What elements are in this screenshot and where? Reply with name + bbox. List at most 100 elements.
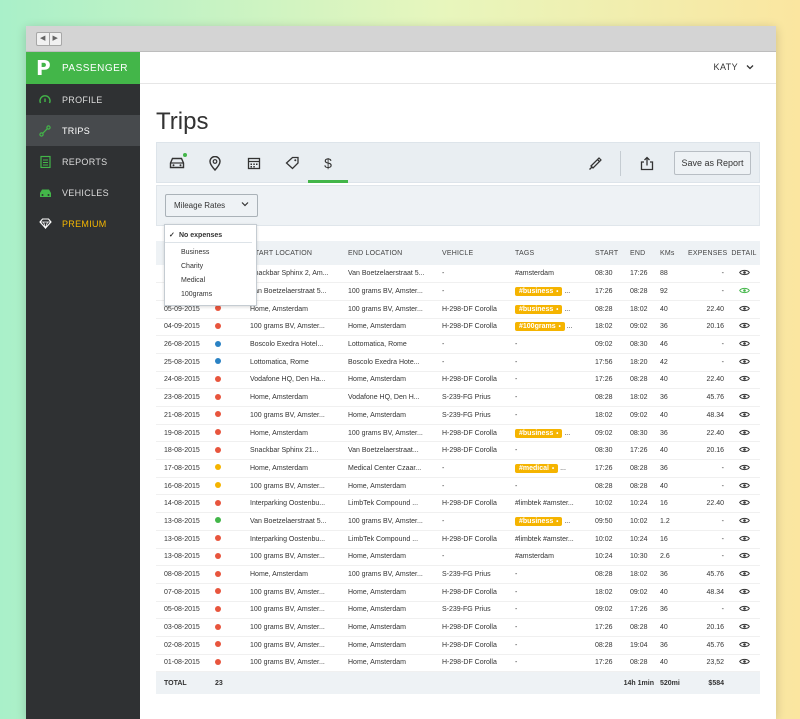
- eye-icon[interactable]: [738, 535, 750, 542]
- table-row[interactable]: 19-08-2015 Home, Amsterdam 100 grams BV, A…: [156, 424, 760, 443]
- eye-icon[interactable]: [738, 552, 750, 559]
- col-kms[interactable]: KMs: [660, 241, 688, 265]
- trip-start-time: 08:28: [595, 636, 630, 655]
- table-row[interactable]: 16-08-2015 100 grams BV, Amster... Home, A…: [156, 477, 760, 496]
- table-row[interactable]: 03-08-2015 100 grams BV, Amster... Home, A…: [156, 618, 760, 637]
- more-tags[interactable]: ...: [564, 305, 571, 313]
- mileage-rate-select[interactable]: Mileage Rates: [165, 194, 258, 217]
- table-row[interactable]: 24-08-2015 Vodafone HQ, Den Ha... Home, Am…: [156, 371, 760, 390]
- eye-icon[interactable]: [738, 446, 750, 453]
- col-vehicle[interactable]: VEHICLE: [442, 241, 515, 265]
- brand-bar[interactable]: P PASSENGER: [26, 52, 140, 84]
- table-row[interactable]: 13-08-2015 Interparking Oostenbu... LimbTe…: [156, 530, 760, 549]
- eye-icon[interactable]: [738, 623, 750, 630]
- trip-tag[interactable]: #business: [515, 287, 563, 297]
- table-row[interactable]: 02-08-2015 100 grams BV, Amster... Home, A…: [156, 636, 760, 655]
- sidebar-item-label: VEHICLES: [62, 187, 109, 198]
- table-row[interactable]: 21-08-2015 100 grams BV, Amster... Home, A…: [156, 406, 760, 425]
- more-tags[interactable]: ...: [564, 517, 571, 525]
- table-row[interactable]: 25-08-2015 Lottomatica, Rome Boscolo Exedr…: [156, 353, 760, 372]
- more-tags[interactable]: ...: [566, 323, 573, 331]
- trip-tag: -: [515, 394, 518, 402]
- eye-icon[interactable]: [738, 641, 750, 648]
- eye-icon[interactable]: [738, 517, 750, 524]
- trip-tag[interactable]: #business: [515, 304, 563, 314]
- user-menu[interactable]: KATY: [714, 62, 754, 72]
- trip-kms: 40: [660, 441, 688, 461]
- sidebar-item-trips[interactable]: TRIPS: [26, 115, 140, 146]
- dropdown-option-no-expenses[interactable]: ✓ No expenses: [165, 229, 252, 243]
- trip-end-time: 10:24: [630, 530, 660, 549]
- eye-icon[interactable]: [738, 570, 750, 577]
- save-as-report-button[interactable]: Save as Report: [674, 151, 751, 175]
- trip-tag[interactable]: #business: [515, 428, 563, 438]
- eye-icon[interactable]: [738, 287, 750, 294]
- eye-icon[interactable]: [738, 499, 750, 506]
- trip-tag: #limbtek #amster...: [515, 500, 574, 508]
- col-start-location[interactable]: START LOCATION: [250, 241, 348, 265]
- trip-tag[interactable]: #medical: [515, 463, 559, 473]
- export-button[interactable]: [627, 143, 667, 183]
- vehicle-filter-tab[interactable]: [157, 143, 197, 183]
- col-expenses[interactable]: EXPENSES: [688, 241, 728, 265]
- eye-icon[interactable]: [738, 340, 750, 347]
- expense-filter-tab[interactable]: $: [308, 143, 348, 183]
- eye-icon[interactable]: [738, 393, 750, 400]
- dropdown-option-charity[interactable]: Charity: [181, 263, 204, 270]
- sidebar-item-reports[interactable]: REPORTS: [26, 146, 140, 177]
- trip-expenses: 22.40: [688, 300, 728, 319]
- eye-icon[interactable]: [738, 482, 750, 489]
- table-row[interactable]: 23-08-2015 Home, Amsterdam Vodafone HQ, De…: [156, 388, 760, 407]
- table-row[interactable]: 26-08-2015 Boscolo Exedra Hotel... Lottoma…: [156, 335, 760, 354]
- table-row[interactable]: 17-08-2015 Home, Amsterdam Medical Center …: [156, 459, 760, 478]
- trip-expenses: -: [688, 548, 728, 567]
- eye-icon[interactable]: [738, 464, 750, 471]
- eye-icon[interactable]: [738, 322, 750, 329]
- col-tags[interactable]: TAGS: [515, 241, 595, 265]
- eye-icon[interactable]: [738, 658, 750, 665]
- sidebar-item-vehicles[interactable]: VEHICLES: [26, 177, 140, 208]
- eye-icon[interactable]: [738, 269, 750, 276]
- sidebar-item-profile[interactable]: PROFILE: [26, 84, 140, 115]
- dropdown-option-medical[interactable]: Medical: [181, 277, 206, 284]
- eye-icon[interactable]: [738, 305, 750, 312]
- eye-icon[interactable]: [738, 375, 750, 382]
- table-row[interactable]: 08-08-2015 Home, Amsterdam 100 grams BV, A…: [156, 565, 760, 584]
- trip-start-time: 18:02: [595, 583, 630, 602]
- eye-icon[interactable]: [738, 429, 750, 436]
- eye-icon[interactable]: [738, 605, 750, 612]
- dropdown-option-business[interactable]: Business: [181, 249, 210, 256]
- trip-tag: -: [515, 571, 518, 579]
- more-tags[interactable]: ...: [564, 288, 571, 296]
- table-row[interactable]: 01-08-2015 100 grams BV, Amster... Home, A…: [156, 654, 760, 673]
- table-row[interactable]: 05-08-2015 100 grams BV, Amster... Home, A…: [156, 601, 760, 620]
- col-start[interactable]: START: [595, 241, 630, 265]
- eye-icon[interactable]: [738, 588, 750, 595]
- eye-icon[interactable]: [738, 358, 750, 365]
- trip-tag[interactable]: #business: [515, 516, 563, 526]
- back-button[interactable]: ◀: [37, 33, 50, 45]
- table-row[interactable]: 05-09-2015 Home, Amsterdam 100 grams BV, A…: [156, 300, 760, 319]
- more-tags[interactable]: ...: [560, 464, 566, 472]
- col-end[interactable]: END: [630, 241, 660, 265]
- table-row[interactable]: 18-08-2015 Snackbar Sphinx 21... Van Boetz…: [156, 441, 760, 461]
- trip-tags: #business...: [515, 424, 595, 443]
- eye-icon[interactable]: [738, 411, 750, 418]
- sidebar-item-premium[interactable]: PREMIUM: [26, 208, 140, 239]
- table-row[interactable]: 14-08-2015 Interparking Oostenbu... LimbTe…: [156, 494, 760, 514]
- trip-type-dot: [215, 358, 221, 365]
- col-end-location[interactable]: END LOCATION: [348, 241, 442, 265]
- more-tags[interactable]: ...: [564, 429, 571, 437]
- table-row[interactable]: 04-09-2015 100 grams BV, Amster... Home, A…: [156, 318, 760, 337]
- table-row[interactable]: 07-08-2015 100 grams BV, Amster... Home, A…: [156, 583, 760, 602]
- table-row[interactable]: 13-08-2015 Van Boetzelaerstraat 5... 100 g…: [156, 512, 760, 531]
- table-row[interactable]: 13-08-2015 100 grams BV, Amster... Home, A…: [156, 548, 760, 567]
- trip-date: 25-08-2015: [156, 353, 215, 372]
- forward-button[interactable]: ▶: [52, 35, 58, 42]
- location-filter-tab[interactable]: [195, 143, 235, 183]
- edit-button[interactable]: [575, 143, 615, 183]
- tag-filter-tab[interactable]: [272, 143, 312, 183]
- dropdown-option-100grams[interactable]: 100grams: [181, 291, 213, 298]
- trip-tag[interactable]: #100grams: [515, 322, 565, 332]
- date-filter-tab[interactable]: [234, 143, 274, 183]
